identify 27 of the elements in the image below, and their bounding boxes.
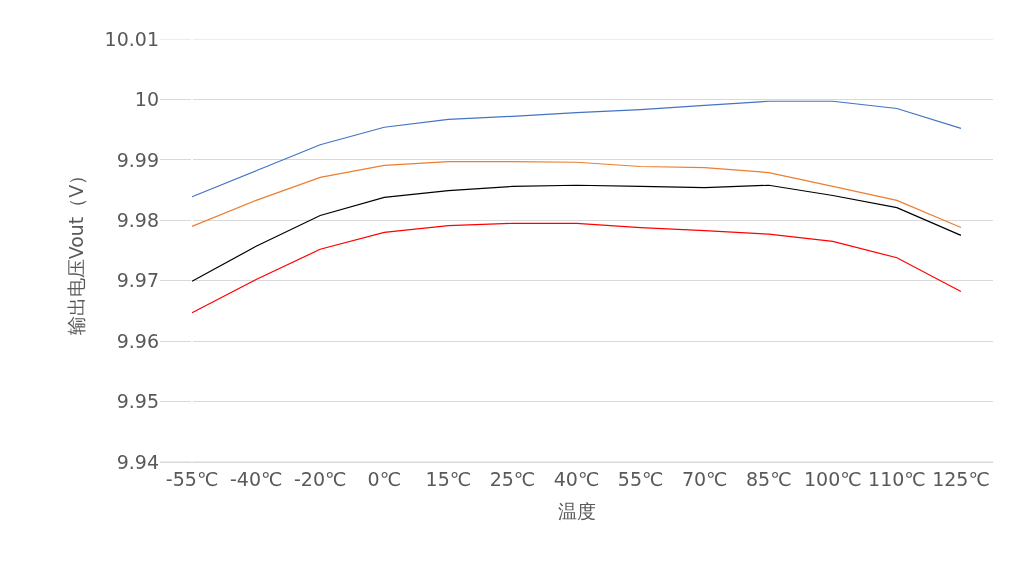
x-axis-title: 温度 xyxy=(557,499,596,522)
y-axis-title: 输出电压Vout（V） xyxy=(65,165,88,336)
x-tick-label: -55℃ xyxy=(165,467,219,490)
y-tick-label: 9.98 xyxy=(116,208,159,231)
x-tick-label: 25℃ xyxy=(489,467,536,490)
y-tick-label: 9.99 xyxy=(116,148,159,171)
x-tick-label: 110℃ xyxy=(868,467,926,490)
x-tick-label: 125℃ xyxy=(932,467,990,490)
line-series xyxy=(191,100,962,198)
x-tick-label: -20℃ xyxy=(294,467,347,490)
line-series xyxy=(191,184,962,282)
x-tick-label: -40℃ xyxy=(229,467,283,490)
x-tick-label: 70℃ xyxy=(681,467,728,490)
line-series xyxy=(191,161,962,229)
y-tick-label: 9.95 xyxy=(116,390,159,413)
x-tick-label: 40℃ xyxy=(553,467,600,490)
x-tick-label: 100℃ xyxy=(804,467,862,490)
y-tick-label: 10.01 xyxy=(104,27,159,50)
y-tick-label: 10 xyxy=(134,88,159,111)
x-tick-label: 55℃ xyxy=(617,467,664,490)
x-tick-label: 85℃ xyxy=(745,467,792,490)
x-tick-label: 15℃ xyxy=(425,467,472,490)
x-tick-label: 0℃ xyxy=(367,467,401,490)
y-tick-label: 9.97 xyxy=(116,269,159,292)
y-tick-label: 9.96 xyxy=(116,329,159,352)
line-series xyxy=(191,222,962,314)
y-tick-label: 9.94 xyxy=(116,450,159,473)
